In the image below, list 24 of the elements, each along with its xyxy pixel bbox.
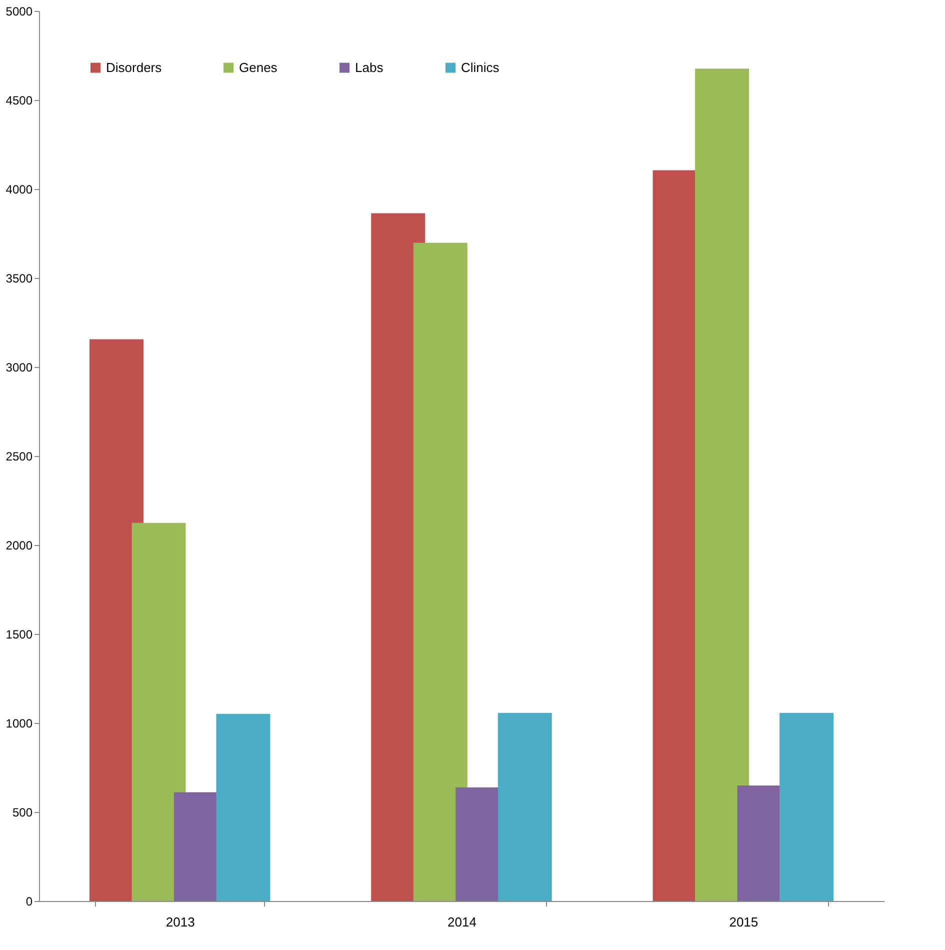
y-tick-label: 1500 <box>6 628 33 642</box>
legend-label: Labs <box>355 60 384 75</box>
x-tick-label: 2014 <box>448 914 476 930</box>
y-tick-label: 3500 <box>6 272 33 286</box>
y-tick-label: 5000 <box>6 4 33 18</box>
bar <box>132 522 186 901</box>
y-tick-label: 4500 <box>6 94 33 108</box>
x-tick-label: 2015 <box>729 914 758 930</box>
x-tick-label: 2013 <box>166 914 195 930</box>
bar <box>498 712 552 901</box>
legend-label: Disorders <box>106 60 162 75</box>
legend-label: Genes <box>239 60 278 75</box>
y-tick-label: 500 <box>12 806 33 820</box>
legend-label: Clinics <box>461 60 500 75</box>
y-tick-label: 1000 <box>6 716 33 730</box>
y-tick-label: 4000 <box>6 182 33 196</box>
y-tick-label: 0 <box>26 894 33 908</box>
bar <box>413 242 468 901</box>
bar <box>780 712 834 901</box>
y-tick-label: 3000 <box>6 360 33 374</box>
bar <box>216 714 270 901</box>
bar <box>695 68 750 901</box>
y-tick-label: 2000 <box>6 538 33 552</box>
y-tick-label: 2500 <box>6 450 33 464</box>
